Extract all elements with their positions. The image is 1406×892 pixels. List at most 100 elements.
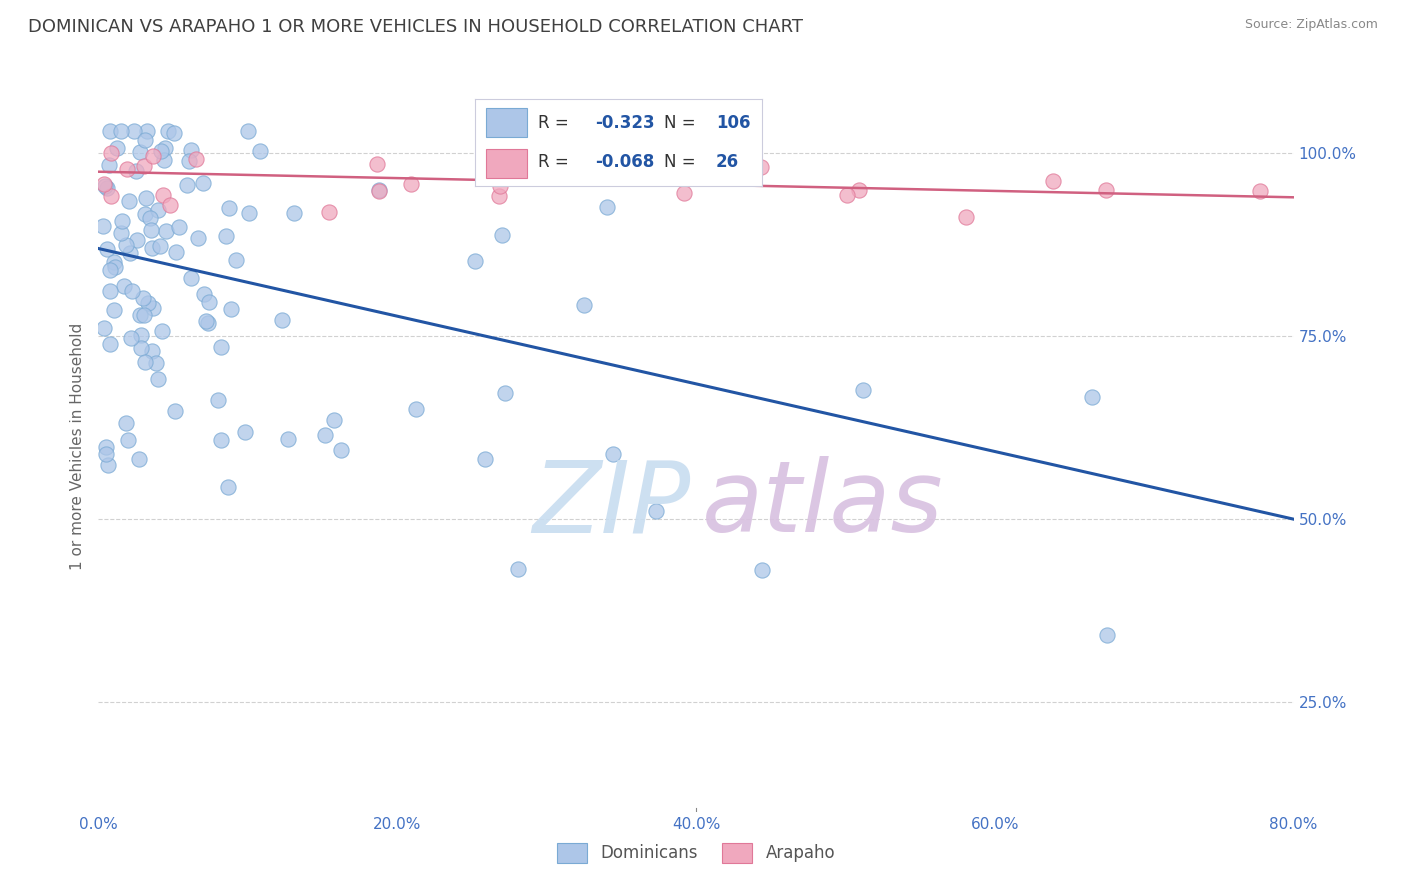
Point: [96, 242, 118, 256]
Point: [97, 458, 120, 472]
Point: [835, 187, 858, 202]
Point: [489, 178, 512, 193]
Point: [572, 169, 595, 184]
Point: [163, 404, 186, 418]
Point: [367, 184, 389, 198]
Point: [155, 141, 177, 155]
Point: [135, 191, 157, 205]
Point: [474, 452, 496, 467]
Point: [219, 302, 242, 317]
Point: [238, 206, 260, 220]
Point: [110, 124, 132, 138]
Legend: Dominicans, Arapaho: Dominicans, Arapaho: [550, 837, 842, 869]
Point: [159, 198, 181, 212]
Point: [103, 255, 125, 269]
Point: [506, 562, 529, 576]
Point: [176, 178, 198, 193]
Point: [98, 263, 121, 277]
Point: [131, 327, 153, 342]
Point: [177, 154, 200, 169]
Point: [103, 303, 125, 318]
Point: [673, 186, 696, 200]
Point: [138, 295, 160, 310]
Point: [366, 157, 388, 171]
Point: [100, 146, 122, 161]
Point: [132, 308, 155, 322]
Point: [405, 401, 427, 416]
Point: [117, 161, 139, 176]
Point: [94, 440, 117, 454]
Point: [249, 145, 271, 159]
Point: [186, 152, 208, 166]
Point: [1094, 183, 1116, 197]
Point: [1081, 390, 1104, 404]
Point: [128, 308, 150, 322]
Point: [217, 480, 239, 494]
Point: [125, 233, 148, 247]
Point: [132, 291, 155, 305]
Point: [146, 372, 169, 386]
Point: [180, 143, 202, 157]
Point: [180, 271, 202, 285]
Point: [155, 224, 177, 238]
Point: [121, 284, 143, 298]
Point: [329, 443, 352, 458]
Point: [463, 253, 485, 268]
Point: [115, 238, 138, 252]
Point: [136, 124, 159, 138]
Point: [153, 153, 176, 168]
Y-axis label: 1 or more Vehicles in Household: 1 or more Vehicles in Household: [70, 322, 86, 570]
Point: [197, 317, 219, 331]
Point: [112, 279, 135, 293]
Point: [644, 504, 666, 518]
Point: [98, 284, 121, 298]
Point: [93, 320, 115, 334]
Point: [1095, 628, 1118, 642]
Point: [94, 179, 117, 194]
Point: [96, 447, 118, 461]
Point: [118, 194, 141, 208]
Point: [142, 149, 165, 163]
Point: [157, 124, 180, 138]
Point: [399, 177, 422, 191]
Point: [367, 183, 389, 197]
Point: [848, 183, 870, 197]
Point: [751, 563, 773, 577]
Point: [96, 181, 118, 195]
Point: [572, 298, 595, 312]
Point: [129, 145, 152, 160]
Point: [283, 205, 305, 219]
Point: [602, 447, 624, 461]
Point: [236, 124, 259, 138]
Point: [132, 160, 155, 174]
Point: [107, 141, 129, 155]
Point: [120, 331, 142, 345]
Point: [749, 160, 772, 174]
Point: [218, 201, 240, 215]
Point: [117, 433, 139, 447]
Point: [104, 260, 127, 274]
Point: [100, 189, 122, 203]
Text: DOMINICAN VS ARAPAHO 1 OR MORE VEHICLES IN HOUSEHOLD CORRELATION CHART: DOMINICAN VS ARAPAHO 1 OR MORE VEHICLES …: [28, 18, 803, 36]
Point: [494, 386, 516, 401]
Point: [142, 301, 165, 315]
Point: [1042, 174, 1064, 188]
Point: [167, 220, 190, 235]
Point: [141, 241, 163, 255]
Point: [122, 124, 145, 138]
Point: [215, 229, 238, 244]
Point: [197, 294, 219, 309]
Point: [111, 214, 134, 228]
Point: [148, 239, 170, 253]
Point: [233, 425, 256, 439]
Point: [271, 313, 294, 327]
Point: [146, 202, 169, 217]
Point: [139, 211, 162, 225]
Point: [100, 124, 122, 138]
Point: [134, 133, 156, 147]
Point: [150, 145, 173, 159]
Text: ZIP: ZIP: [531, 456, 690, 553]
Point: [134, 355, 156, 369]
Point: [645, 159, 668, 173]
Point: [209, 340, 232, 354]
